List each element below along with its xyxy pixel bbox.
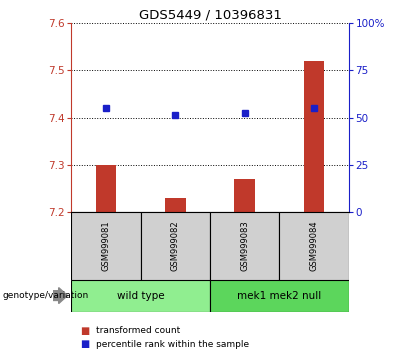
Bar (234, 179, 255, 212)
Text: ■: ■ (80, 326, 89, 336)
Bar (210, 212, 279, 280)
Text: wild type: wild type (117, 291, 165, 301)
Bar (96, 165, 116, 212)
Bar (141, 212, 210, 280)
Bar (71, 212, 141, 280)
Title: GDS5449 / 10396831: GDS5449 / 10396831 (139, 9, 281, 22)
Text: GSM999081: GSM999081 (102, 221, 110, 272)
Text: ■: ■ (80, 339, 89, 349)
Text: GSM999082: GSM999082 (171, 221, 180, 272)
Text: transformed count: transformed count (96, 326, 180, 336)
Bar (71, 280, 210, 312)
Text: GSM999084: GSM999084 (310, 221, 318, 272)
Bar (279, 212, 349, 280)
Bar (165, 198, 186, 212)
FancyArrow shape (52, 287, 68, 304)
Bar (210, 280, 349, 312)
Text: GSM999083: GSM999083 (240, 221, 249, 272)
Bar (304, 61, 324, 212)
Text: mek1 mek2 null: mek1 mek2 null (237, 291, 321, 301)
Text: percentile rank within the sample: percentile rank within the sample (96, 339, 249, 349)
Text: genotype/variation: genotype/variation (2, 291, 88, 300)
